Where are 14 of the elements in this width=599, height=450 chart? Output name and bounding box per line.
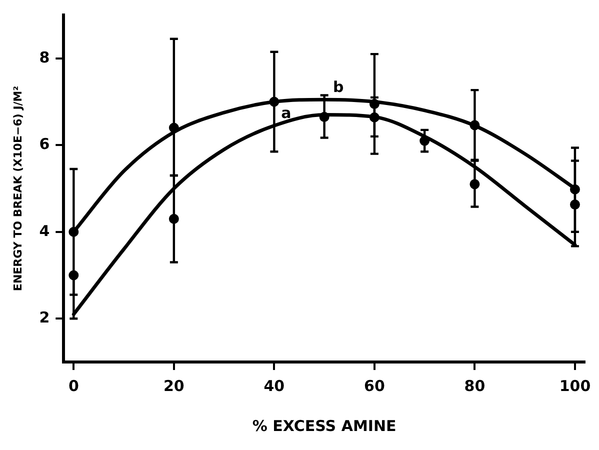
y-tick-label: 8 xyxy=(39,48,50,66)
x-tick-label: 0 xyxy=(68,376,79,395)
y-tick-label: 6 xyxy=(39,135,50,154)
x-axis-title: % EXCESS AMINE xyxy=(252,416,396,435)
x-tick-label: 40 xyxy=(264,376,285,395)
series-label: a xyxy=(281,104,292,122)
x-tick-label: 80 xyxy=(464,376,486,395)
series-label: b xyxy=(332,78,344,96)
x-tick-label: 20 xyxy=(163,376,184,395)
x-tick-label: 60 xyxy=(364,376,385,395)
y-tick-label: 2 xyxy=(39,308,50,327)
y-tick-label: 4 xyxy=(39,222,50,240)
x-tick-label: 100 xyxy=(559,376,591,395)
y-axis-title: ENERGY TO BREAK (X10E−6) J/M² xyxy=(11,86,24,292)
